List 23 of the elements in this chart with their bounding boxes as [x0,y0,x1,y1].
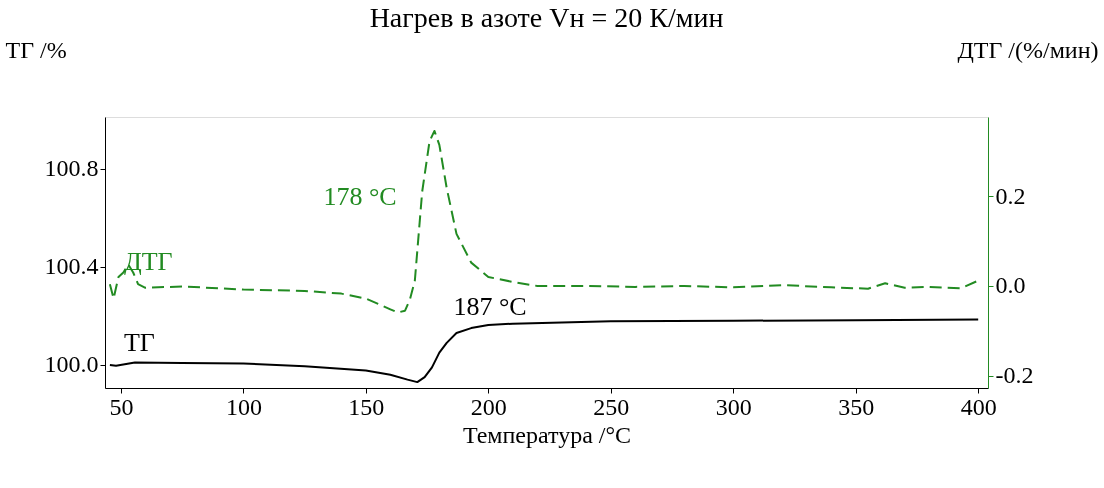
chart-title: Нагрев в азоте Vн = 20 К/мин [369,2,724,33]
x-tick-label: 100 [225,393,262,420]
line-series [108,318,980,384]
x-tick-label: 250 [593,393,630,420]
x-tick-label: 300 [715,393,752,420]
y2-tick-label: 0.0 [995,272,1026,299]
series-label: ТГ [123,327,155,357]
x-tick-label: 200 [470,393,507,420]
x-tick-label: 150 [348,393,385,420]
y-tick-label: 100.4 [44,253,99,280]
y2-axis-title: ДТГ /(%/мин) [957,36,1099,63]
annotation: 187 °С [453,292,527,321]
series-label: ДТГ [123,247,173,277]
x-tick-label: 350 [838,393,875,420]
x-tick-label: 50 [109,393,134,420]
annotation: 178 °С [323,182,397,211]
x-axis-title: Температура /°С [462,421,632,448]
y-tick-label: 100.8 [44,155,99,182]
y-axis-title: ТГ /% [5,36,67,63]
y-tick-label: 100.0 [44,351,99,378]
y2-tick-label: 0.2 [995,182,1026,209]
x-tick-label: 400 [960,393,997,420]
y2-tick-label: -0.2 [995,362,1034,389]
